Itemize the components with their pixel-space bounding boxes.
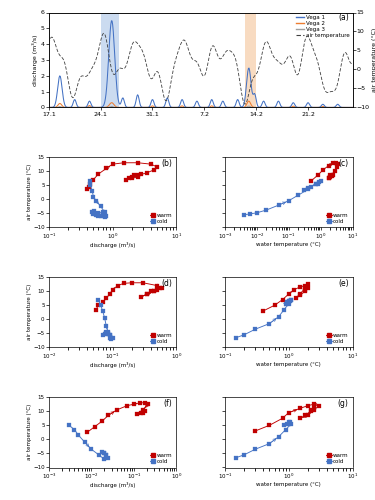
Y-axis label: discharge (m³/s): discharge (m³/s)	[32, 34, 38, 86]
Legend: warm, cold: warm, cold	[149, 332, 174, 344]
Legend: warm, cold: warm, cold	[149, 212, 174, 224]
Legend: warm, cold: warm, cold	[325, 212, 350, 224]
Legend: warm, cold: warm, cold	[149, 452, 174, 464]
Legend: warm, cold: warm, cold	[325, 452, 350, 464]
X-axis label: discharge (m³/s): discharge (m³/s)	[90, 242, 135, 248]
Text: (a): (a)	[339, 14, 350, 22]
Y-axis label: air temperature (°C): air temperature (°C)	[372, 28, 375, 92]
Text: (e): (e)	[338, 280, 349, 288]
X-axis label: discharge (m³/s): discharge (m³/s)	[90, 362, 135, 368]
X-axis label: discharge (m³/s): discharge (m³/s)	[90, 482, 135, 488]
Text: (c): (c)	[339, 159, 349, 168]
Bar	[100, 12, 119, 108]
Text: (f): (f)	[164, 400, 172, 408]
X-axis label: water temperature (°C): water temperature (°C)	[256, 362, 321, 368]
X-axis label: water temperature (°C): water temperature (°C)	[256, 242, 321, 248]
Y-axis label: air temperature (°C): air temperature (°C)	[27, 164, 32, 220]
Text: (d): (d)	[162, 280, 172, 288]
X-axis label: water temperature (°C): water temperature (°C)	[256, 482, 321, 488]
Y-axis label: air temperature (°C): air temperature (°C)	[27, 404, 32, 460]
Y-axis label: air temperature (°C): air temperature (°C)	[27, 284, 32, 341]
Legend: Vega 1, Vega 2, Vega 3, air temperature: Vega 1, Vega 2, Vega 3, air temperature	[296, 16, 350, 38]
Bar	[245, 12, 256, 108]
Text: (b): (b)	[162, 159, 172, 168]
Legend: warm, cold: warm, cold	[325, 332, 350, 344]
Text: (g): (g)	[338, 400, 349, 408]
